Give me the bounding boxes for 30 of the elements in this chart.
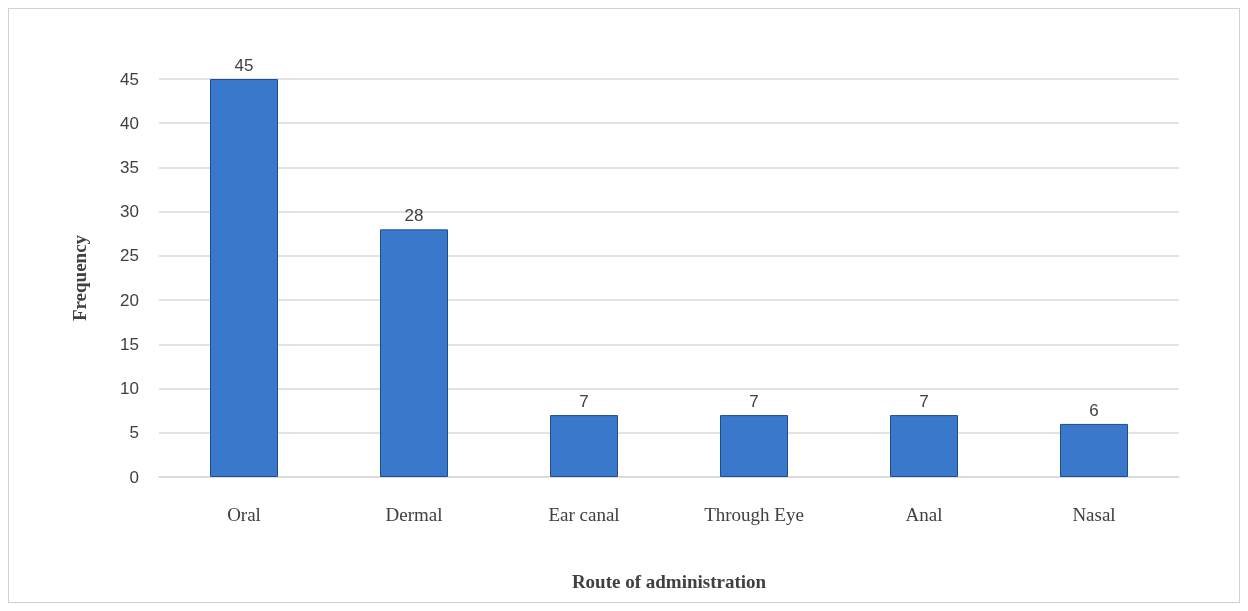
bar: [550, 415, 618, 477]
y-tick-label: 35: [120, 157, 139, 177]
y-tick-label: 30: [120, 202, 139, 222]
data-label: 7: [749, 392, 759, 412]
x-tick-label: Anal: [905, 504, 943, 525]
x-axis-title: Route of administration: [571, 571, 767, 592]
y-tick-label: 40: [120, 113, 139, 133]
bar: [890, 415, 958, 477]
y-tick-label: 45: [120, 69, 139, 89]
x-tick-label: Through Eye: [704, 504, 804, 525]
y-tick-label: 20: [120, 290, 139, 310]
x-tick-label: Oral: [227, 504, 261, 525]
x-tick-label: Nasal: [1072, 504, 1116, 525]
data-label: 45: [234, 56, 254, 75]
data-label: 28: [404, 206, 424, 226]
x-tick-label: Dermal: [385, 504, 443, 525]
bar: [210, 79, 278, 477]
data-label: 7: [919, 392, 929, 412]
bar: [1060, 423, 1128, 477]
y-axis-title: Frequency: [69, 234, 90, 322]
bar: [720, 415, 788, 477]
y-tick-label: 25: [120, 246, 139, 266]
bar: [380, 229, 448, 477]
x-tick-label: Ear canal: [548, 504, 620, 525]
data-label: 7: [579, 392, 589, 412]
y-tick-label: 0: [129, 467, 139, 487]
data-label: 6: [1089, 400, 1099, 420]
y-tick-label: 15: [120, 334, 139, 354]
y-tick-label: 5: [129, 423, 139, 443]
y-tick-label: 10: [120, 379, 139, 399]
